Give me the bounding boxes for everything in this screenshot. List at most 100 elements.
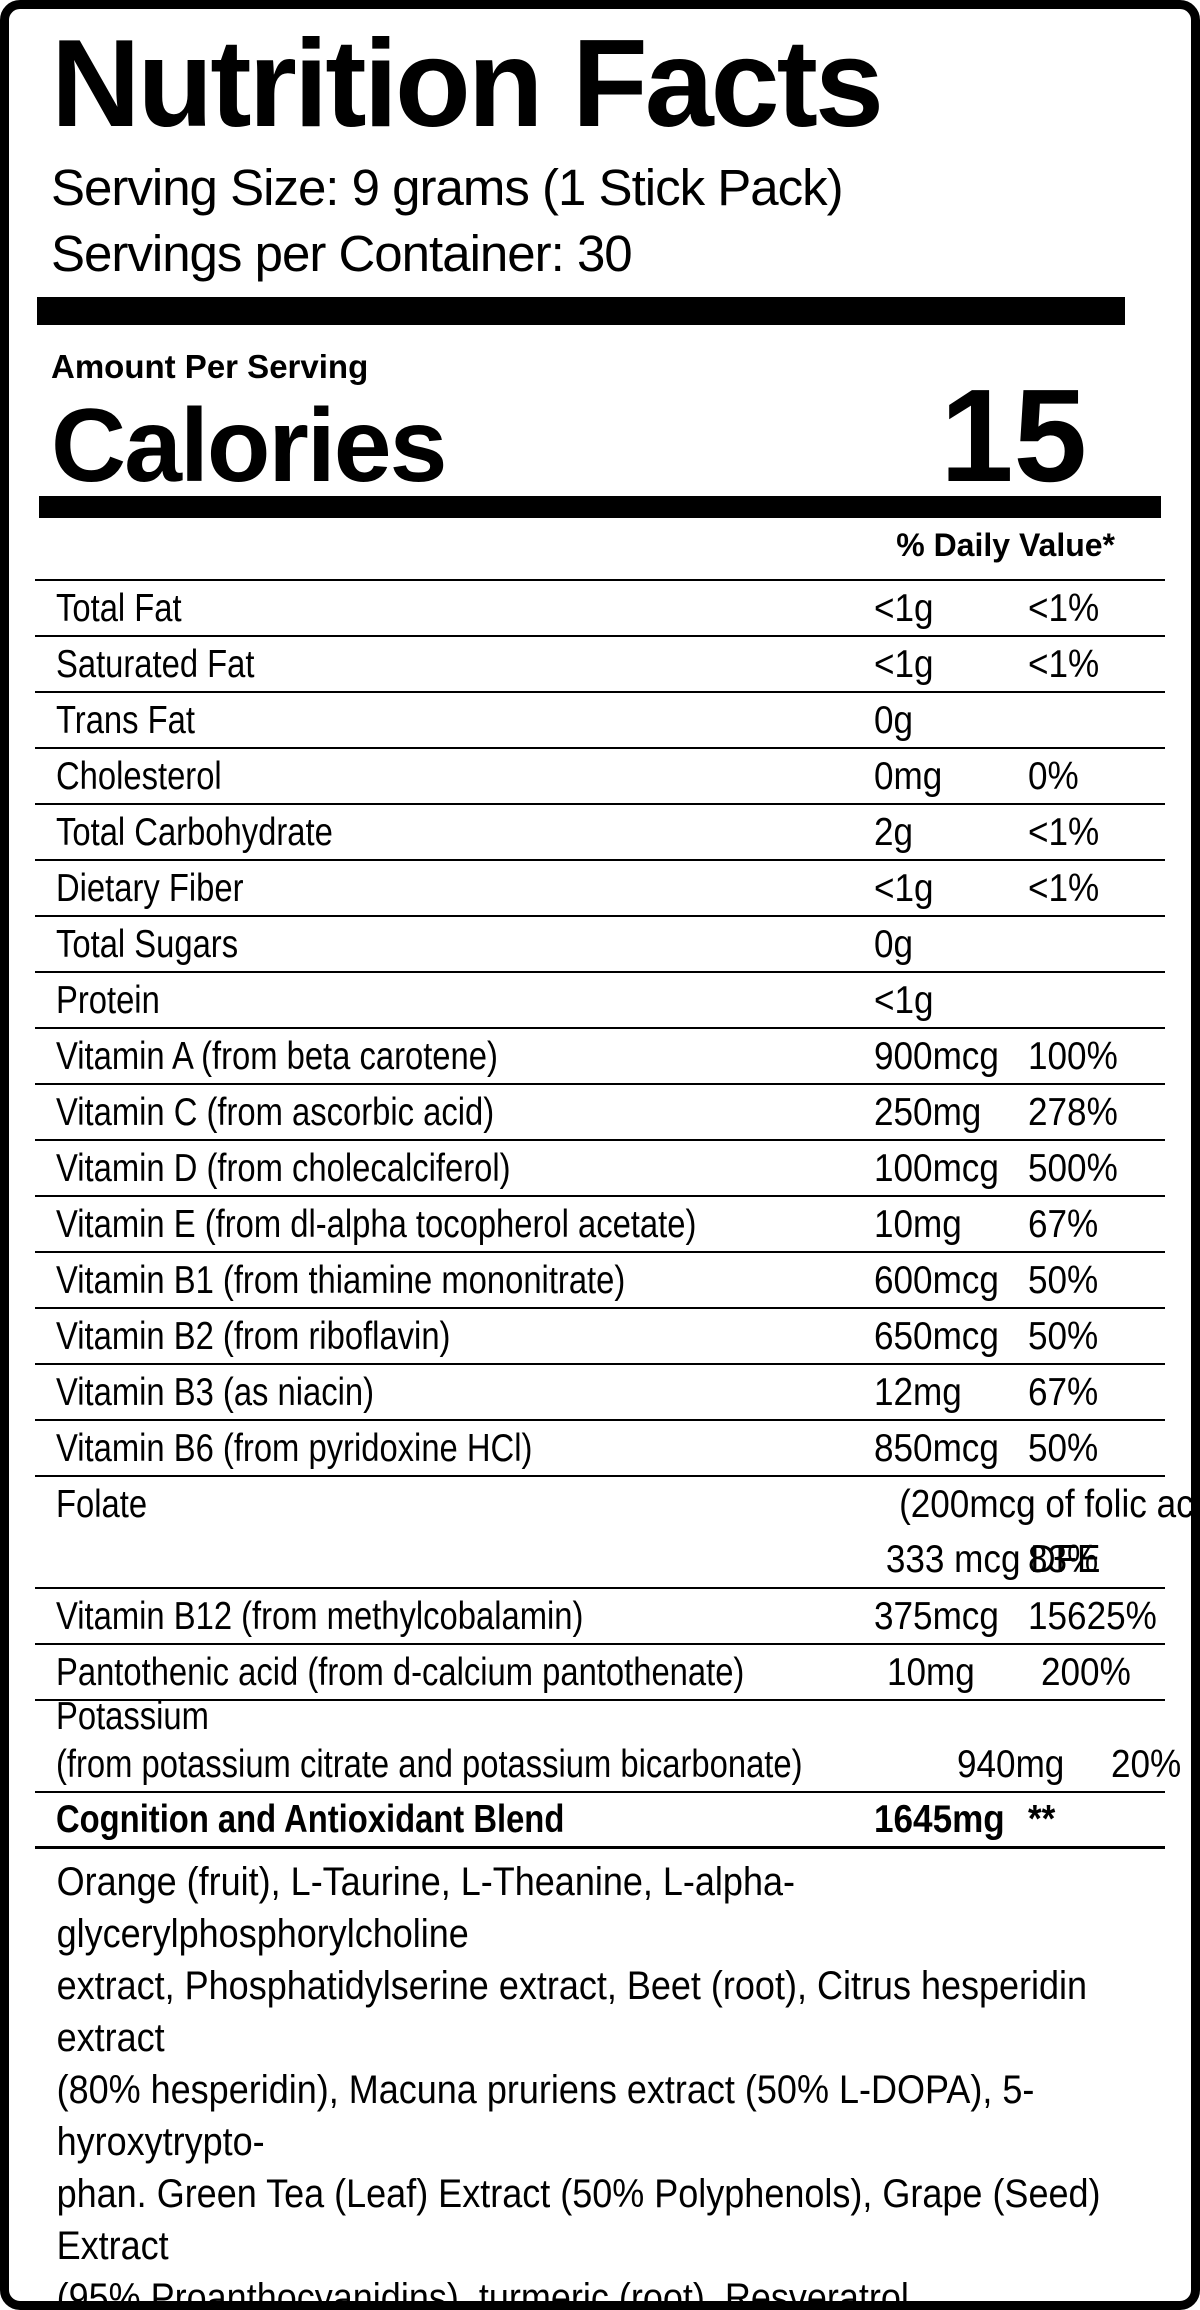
servings-per-container: Servings per Container: 30 — [51, 225, 633, 283]
nutrient-name: Dietary Fiber — [56, 866, 244, 910]
nutrient-daily-value: 67% — [1028, 1370, 1099, 1414]
nutrient-daily-value: 100% — [1028, 1034, 1118, 1078]
nutrient-row-potassium: Potassium (from potassium citrate and po… — [35, 1695, 1181, 1794]
nutrient-daily-value: 67% — [1028, 1202, 1099, 1246]
nutrient-row: Trans Fat 0g — [35, 693, 1165, 750]
thick-divider-bar-middle — [39, 496, 1161, 519]
blend-daily-value: ** — [1028, 1798, 1056, 1842]
folate-note: (200mcg of folic acid) — [899, 1482, 1200, 1526]
nutrient-name: Vitamin A (from beta carotene) — [56, 1034, 498, 1078]
nutrient-name: Saturated Fat — [56, 642, 255, 686]
nutrient-name: Vitamin B12 (from methylcobalamin) — [56, 1594, 584, 1638]
nutrient-amount: 650mcg — [874, 1314, 999, 1358]
nutrient-row-folate: Folate (200mcg of folic acid) 333 mcg DF… — [35, 1477, 1191, 1590]
blend-amount: 1645mg — [874, 1798, 1005, 1842]
nutrient-name: Vitamin C (from ascorbic acid) — [56, 1090, 495, 1134]
nutrient-row: Dietary Fiber <1g <1% — [35, 861, 1165, 918]
nutrient-amount: 10mg — [874, 1202, 962, 1246]
nutrient-daily-value: 20% — [1110, 1743, 1182, 1787]
calories-label: Calories — [51, 388, 447, 505]
nutrient-amount: 375mcg — [874, 1594, 999, 1638]
nutrient-name: Potassium — [56, 1695, 209, 1739]
nutrient-amount: 100mcg — [874, 1146, 999, 1190]
nutrient-row: Total Sugars 0g — [35, 917, 1165, 974]
nutrient-name: Pantothenic acid (from d-calcium pantoth… — [56, 1650, 745, 1694]
nutrient-amount: 0mg — [874, 754, 943, 798]
nutrient-amount: <1g — [874, 978, 934, 1022]
nutrient-daily-value: 83% — [1028, 1537, 1099, 1581]
nutrient-amount: 0g — [874, 922, 914, 966]
nutrient-row: Vitamin E (from dl-alpha tocopherol acet… — [35, 1197, 1165, 1254]
nutrient-row: Protein <1g — [35, 973, 1165, 1030]
nutrient-row: Vitamin B6 (from pyridoxine HCl) 850mcg 50… — [35, 1421, 1165, 1478]
nutrient-row: Vitamin B3 (as niacin) 12mg 67% — [35, 1365, 1165, 1422]
nutrient-daily-value: 0% — [1028, 754, 1079, 798]
nutrient-row: Vitamin B12 (from methylcobalamin) 375mcg… — [35, 1589, 1165, 1646]
nutrient-amount: 900mcg — [874, 1034, 999, 1078]
nutrient-name: Total Sugars — [56, 922, 239, 966]
nutrient-amount: 12mg — [874, 1370, 962, 1414]
nutrient-name: Vitamin D (from cholecalciferol) — [56, 1146, 511, 1190]
thick-divider-bar-top — [37, 297, 1125, 326]
nutrient-amount: 600mcg — [874, 1258, 999, 1302]
amount-per-serving-label: Amount Per Serving — [51, 348, 369, 386]
nutrient-name: Vitamin B1 (from thiamine mononitrate) — [56, 1258, 626, 1302]
nutrient-daily-value: 50% — [1028, 1314, 1099, 1358]
nutrient-row: Vitamin B2 (from riboflavin) 650mcg 50% — [35, 1309, 1165, 1366]
nutrient-daily-value: <1% — [1028, 642, 1100, 686]
nutrient-amount: 10mg — [887, 1650, 976, 1694]
nutrient-name: Vitamin B3 (as niacin) — [56, 1370, 375, 1414]
nutrient-amount: <1g — [874, 866, 934, 910]
nutrient-amount: <1g — [874, 586, 934, 630]
nutrient-name: Trans Fat — [56, 698, 195, 742]
nutrient-daily-value: <1% — [1028, 586, 1100, 630]
nutrient-name: Vitamin B6 (from pyridoxine HCl) — [56, 1426, 533, 1470]
nutrient-name: Total Carbohydrate — [56, 810, 333, 854]
nutrient-amount: 850mcg — [874, 1426, 999, 1470]
label-title: Nutrition Facts — [51, 15, 884, 153]
nutrient-row: Vitamin A (from beta carotene) 900mcg 100% — [35, 1029, 1165, 1086]
blend-name: Cognition and Antioxidant Blend — [56, 1798, 565, 1842]
nutrient-row: Cholesterol 0mg 0% — [35, 749, 1165, 806]
nutrient-row: Total Fat <1g <1% — [35, 581, 1165, 638]
calories-row: Calories 15 — [51, 362, 1087, 510]
nutrient-daily-value: 278% — [1028, 1090, 1118, 1134]
nutrient-amount: <1g — [874, 642, 934, 686]
nutrient-daily-value: 500% — [1028, 1146, 1118, 1190]
nutrient-row: Total Carbohydrate 2g <1% — [35, 805, 1165, 862]
blend-header-row: Cognition and Antioxidant Blend 1645mg *… — [35, 1793, 1165, 1850]
nutrient-name: Vitamin E (from dl-alpha tocopherol acet… — [56, 1202, 697, 1246]
nutrient-name: Cholesterol — [56, 754, 222, 798]
nutrient-row: Vitamin D (from cholecalciferol) 100mcg 50… — [35, 1141, 1165, 1198]
nutrient-amount: 0g — [874, 698, 914, 742]
nutrient-name: Folate — [56, 1482, 148, 1526]
nutrient-name: Total Fat — [56, 586, 182, 630]
nutrient-table: Total Fat <1g <1% Saturated Fat <1g <1% Trans … — [35, 579, 1191, 2301]
nutrient-name: Vitamin B2 (from riboflavin) — [56, 1314, 451, 1358]
nutrient-row: Vitamin B1 (from thiamine mononitrate) 60… — [35, 1253, 1165, 1310]
nutrient-daily-value: <1% — [1028, 810, 1100, 854]
nutrient-daily-value: 50% — [1028, 1426, 1099, 1470]
nutrient-amount: 250mg — [874, 1090, 982, 1134]
serving-size: Serving Size: 9 grams (1 Stick Pack) — [51, 159, 844, 217]
nutrient-amount: 2g — [874, 810, 914, 854]
nutrient-row: Saturated Fat <1g <1% — [35, 637, 1165, 694]
nutrient-amount: 940mg — [956, 1743, 1065, 1787]
daily-value-header: % Daily Value* — [896, 527, 1115, 564]
nutrient-row: Vitamin C (from ascorbic acid) 250mg 278% — [35, 1085, 1165, 1142]
potassium-source: (from potassium citrate and potassium bi… — [56, 1743, 803, 1787]
nutrient-daily-value: 50% — [1028, 1258, 1099, 1302]
nutrient-amount: 333 mcg DFE — [885, 1537, 1101, 1581]
nutrient-row: Pantothenic acid (from d-calcium pantoth… — [35, 1645, 1165, 1702]
nutrient-daily-value: <1% — [1028, 866, 1100, 910]
blend-ingredients-text: Orange (fruit), L-Taurine, L-Theanine, L… — [56, 1860, 1101, 2310]
nutrient-daily-value: 15625% — [1028, 1594, 1157, 1638]
thin-rule — [35, 579, 1165, 582]
nutrient-rows-main: Total Fat <1g <1% Saturated Fat <1g <1% Trans … — [35, 581, 1165, 1478]
nutrient-name: Protein — [56, 978, 160, 1022]
blend-ingredients-block: Orange (fruit), L-Taurine, L-Theanine, L… — [35, 1849, 1165, 2301]
nutrient-rows-secondary: Vitamin B12 (from methylcobalamin) 375mcg… — [35, 1589, 1165, 1702]
calories-value: 15 — [940, 362, 1087, 510]
nutrient-daily-value: 200% — [1041, 1650, 1132, 1694]
